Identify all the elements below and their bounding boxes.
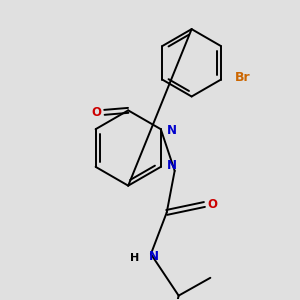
Text: H: H (130, 253, 140, 263)
Text: O: O (92, 106, 101, 119)
Text: N: N (167, 159, 177, 172)
Text: O: O (207, 198, 217, 211)
Text: Br: Br (235, 71, 250, 84)
Text: N: N (167, 124, 177, 137)
Text: N: N (149, 250, 159, 262)
